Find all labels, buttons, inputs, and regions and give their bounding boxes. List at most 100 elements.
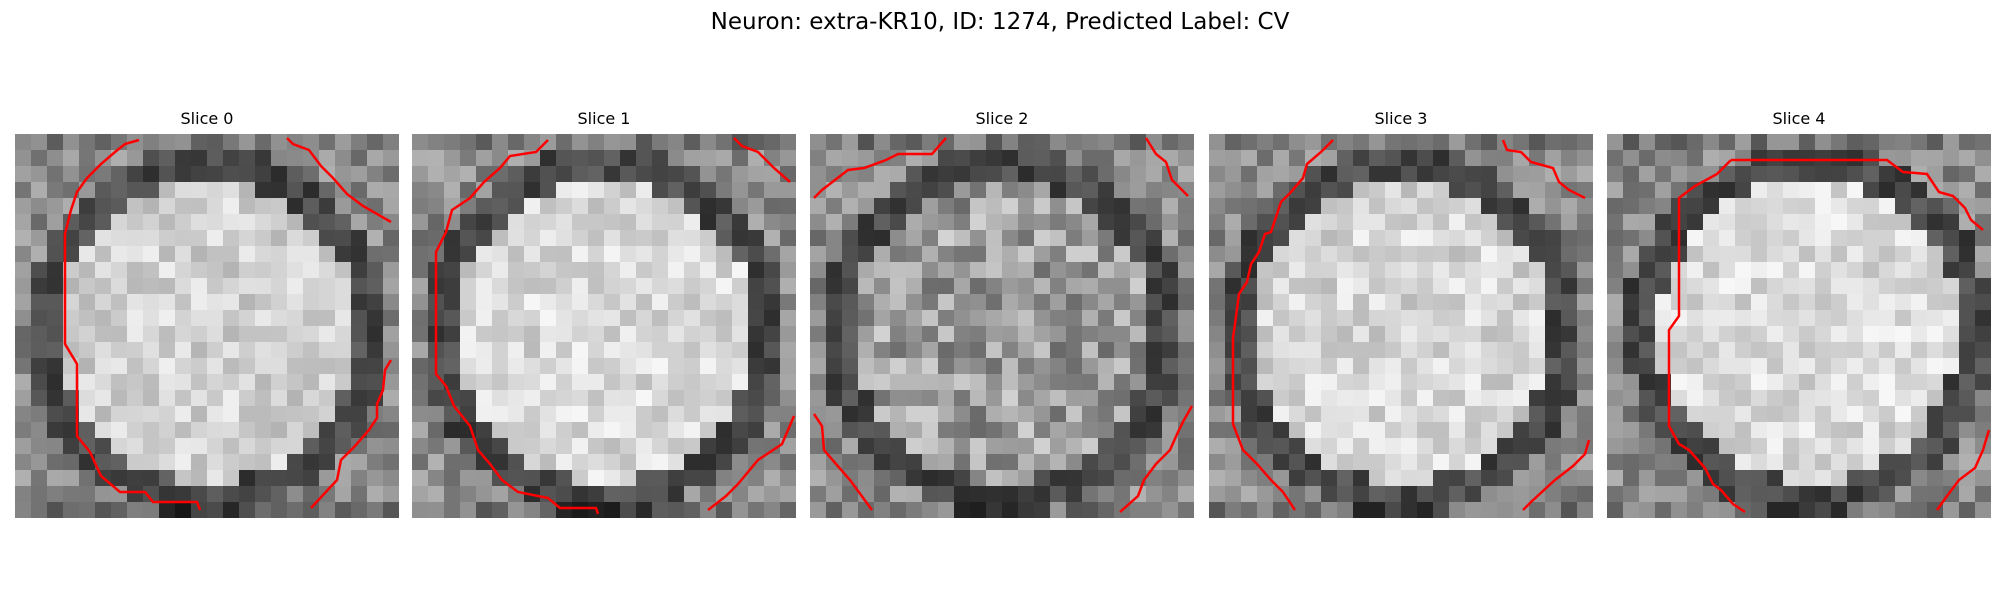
image-pixel: [1146, 454, 1162, 470]
image-pixel: [1607, 262, 1623, 278]
image-pixel: [748, 358, 764, 374]
image-pixel: [1975, 358, 1991, 374]
image-pixel: [1783, 246, 1799, 262]
image-pixel: [1257, 406, 1273, 422]
image-pixel: [1257, 486, 1273, 502]
image-pixel: [732, 262, 748, 278]
image-pixel: [1577, 390, 1593, 406]
image-pixel: [556, 246, 572, 262]
image-pixel: [1607, 502, 1623, 518]
image-pixel: [1209, 438, 1225, 454]
image-pixel: [1305, 262, 1321, 278]
image-pixel: [858, 198, 874, 214]
image-pixel: [223, 198, 239, 214]
image-pixel: [954, 230, 970, 246]
image-pixel: [1178, 230, 1194, 246]
image-pixel: [1178, 278, 1194, 294]
image-pixel: [1911, 230, 1927, 246]
image-pixel: [1273, 406, 1289, 422]
image-pixel: [287, 422, 303, 438]
image-pixel: [1577, 134, 1593, 150]
image-pixel: [1465, 166, 1481, 182]
image-pixel: [1305, 486, 1321, 502]
image-pixel: [556, 294, 572, 310]
image-pixel: [1018, 150, 1034, 166]
image-pixel: [1385, 342, 1401, 358]
image-pixel: [858, 438, 874, 454]
image-pixel: [319, 310, 335, 326]
image-pixel: [874, 182, 890, 198]
image-pixel: [1034, 262, 1050, 278]
image-pixel: [636, 326, 652, 342]
image-pixel: [1767, 230, 1783, 246]
image-pixel: [842, 214, 858, 230]
image-pixel: [1975, 406, 1991, 422]
image-pixel: [684, 486, 700, 502]
image-pixel: [1369, 294, 1385, 310]
image-pixel: [1943, 454, 1959, 470]
image-pixel: [255, 422, 271, 438]
image-pixel: [524, 422, 540, 438]
image-pixel: [1687, 454, 1703, 470]
image-pixel: [460, 326, 476, 342]
image-pixel: [1895, 182, 1911, 198]
image-pixel: [620, 470, 636, 486]
image-pixel: [842, 374, 858, 390]
image-pixel: [335, 390, 351, 406]
image-pixel: [1607, 134, 1623, 150]
image-pixel: [1513, 358, 1529, 374]
image-pixel: [1863, 374, 1879, 390]
image-pixel: [1895, 134, 1911, 150]
image-pixel: [111, 182, 127, 198]
image-pixel: [1178, 374, 1194, 390]
image-pixel: [1417, 470, 1433, 486]
image-pixel: [1209, 454, 1225, 470]
image-pixel: [826, 294, 842, 310]
image-pixel: [1927, 230, 1943, 246]
image-pixel: [47, 262, 63, 278]
image-pixel: [1257, 294, 1273, 310]
image-pixel: [764, 390, 780, 406]
image-pixel: [1831, 310, 1847, 326]
image-pixel: [1241, 390, 1257, 406]
image-pixel: [239, 326, 255, 342]
image-pixel: [1767, 422, 1783, 438]
image-pixel: [1863, 262, 1879, 278]
image-pixel: [1209, 358, 1225, 374]
image-pixel: [351, 326, 367, 342]
image-pixel: [444, 406, 460, 422]
image-pixel: [319, 262, 335, 278]
image-pixel: [938, 390, 954, 406]
image-pixel: [476, 246, 492, 262]
image-pixel: [716, 438, 732, 454]
image-pixel: [604, 182, 620, 198]
image-pixel: [31, 422, 47, 438]
image-pixel: [1815, 390, 1831, 406]
image-pixel: [1114, 246, 1130, 262]
image-pixel: [319, 198, 335, 214]
image-pixel: [1607, 166, 1623, 182]
image-pixel: [207, 134, 223, 150]
image-pixel: [874, 390, 890, 406]
image-pixel: [906, 262, 922, 278]
image-pixel: [716, 246, 732, 262]
image-pixel: [922, 214, 938, 230]
image-pixel: [572, 230, 588, 246]
image-pixel: [1671, 182, 1687, 198]
image-pixel: [492, 198, 508, 214]
image-pixel: [716, 342, 732, 358]
image-pixel: [1082, 182, 1098, 198]
contour-line: [812, 413, 874, 511]
image-pixel: [1735, 310, 1751, 326]
image-pixel: [1305, 374, 1321, 390]
image-pixel: [1241, 134, 1257, 150]
image-pixel: [810, 470, 826, 486]
image-pixel: [588, 214, 604, 230]
image-pixel: [1703, 454, 1719, 470]
image-pixel: [842, 502, 858, 518]
image-pixel: [15, 438, 31, 454]
image-pixel: [1353, 438, 1369, 454]
image-pixel: [652, 438, 668, 454]
image-pixel: [764, 294, 780, 310]
image-pixel: [335, 358, 351, 374]
